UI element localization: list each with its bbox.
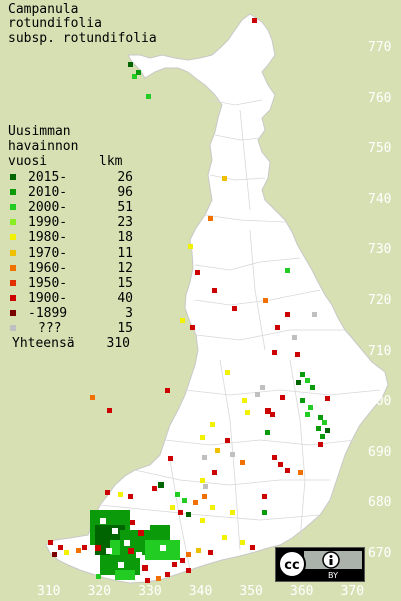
legend-swatch [10,249,16,256]
legend-swatch [10,174,16,180]
x-axis-label: 350 [239,584,263,599]
legend-swatch [10,234,16,241]
legend-label: 1970- [28,245,68,261]
legend-label: 2010- [28,185,68,201]
y-axis-label: 710 [368,343,392,359]
map-title-line2: rotundifolia [8,16,102,31]
legend-count: 40 [117,290,133,306]
license-badge-text: BY [328,571,338,580]
y-axis-label: 720 [368,293,392,308]
observation-squares [48,18,330,583]
x-axis-label: 370 [340,584,365,599]
legend-row: 1970- 11 [8,246,138,261]
y-axis-label: 670 [368,546,392,561]
southwest-cluster [90,510,180,580]
legend-label: ??? [38,321,62,336]
legend-swatch [10,264,16,271]
legend-header-3: vuosi [8,154,48,169]
y-axis-label: 750 [368,141,392,157]
legend-count: 23 [117,215,133,231]
legend-swatch [10,309,16,316]
x-axis-label: 310 [37,584,61,599]
legend-row: 2000- 51 [8,200,138,215]
legend-swatch [10,189,16,196]
legend-total-count: 310 [106,336,130,351]
y-axis-label: 760 [368,90,392,106]
legend-count: 96 [117,185,133,201]
y-axis-label: 770 [368,40,392,55]
legend-label: 1900- [28,290,68,306]
legend-swatch [10,294,16,301]
legend-label: 1980- [28,230,68,246]
y-axis-label: 690 [368,444,392,460]
creative-commons-icon: cc BY [276,548,364,581]
map-title-line3: subsp. rotundifolia [8,31,157,46]
legend-row: 1980- 18 [8,230,138,245]
legend-swatch [10,204,16,211]
y-axis-label: 680 [368,495,392,511]
map-title-line1: Campanula [8,2,79,17]
legend-count: 51 [117,200,133,216]
y-axis-label: 700 [368,394,392,410]
y-axis-label: 730 [368,242,392,258]
legend-row: 1900- 40 [8,291,138,306]
x-axis-label: 330 [138,584,162,599]
svg-text:cc: cc [284,558,299,573]
legend-total-label: Yhteensä [12,336,75,351]
legend-count: 18 [117,230,133,246]
cluster-red-squares [95,530,148,571]
legend-header-count: lkm [99,154,123,169]
cluster-gaps [100,518,166,568]
legend-count: 11 [117,245,133,261]
legend-label: 1950- [28,275,68,291]
legend-swatch [10,279,16,286]
legend-count: 3 [125,305,133,321]
legend-label: 1960- [28,260,68,276]
legend-row: 1960- 12 [8,261,138,276]
legend-label: -1899 [28,305,68,321]
legend-row: 2015- 26 [8,170,138,185]
legend-swatch [10,325,16,331]
legend-row: 2010- 96 [8,185,138,200]
legend-row: -1899 3 [8,306,138,321]
x-axis-label: 360 [290,584,314,599]
legend-swatch [10,219,16,226]
legend-header-2: havainnon [8,139,79,154]
legend-count: 15 [117,275,133,291]
legend-header-1: Uusimman [8,124,71,139]
legend-label: 1990- [28,215,68,231]
x-axis-label: 340 [188,584,213,599]
legend-count: 26 [117,170,133,185]
legend-count: 12 [117,260,133,276]
legend-label: 2015- [28,170,68,185]
legend-count: 15 [117,321,133,336]
legend-label: 2000- [28,200,68,216]
license-badge[interactable]: cc BY [275,547,365,582]
legend-row: ??? 15 [8,321,138,336]
legend-row: 1990- 23 [8,215,138,230]
legend-row: 1950- 15 [8,276,138,291]
y-axis-label: 740 [368,191,392,207]
x-axis-label: 320 [87,584,112,599]
